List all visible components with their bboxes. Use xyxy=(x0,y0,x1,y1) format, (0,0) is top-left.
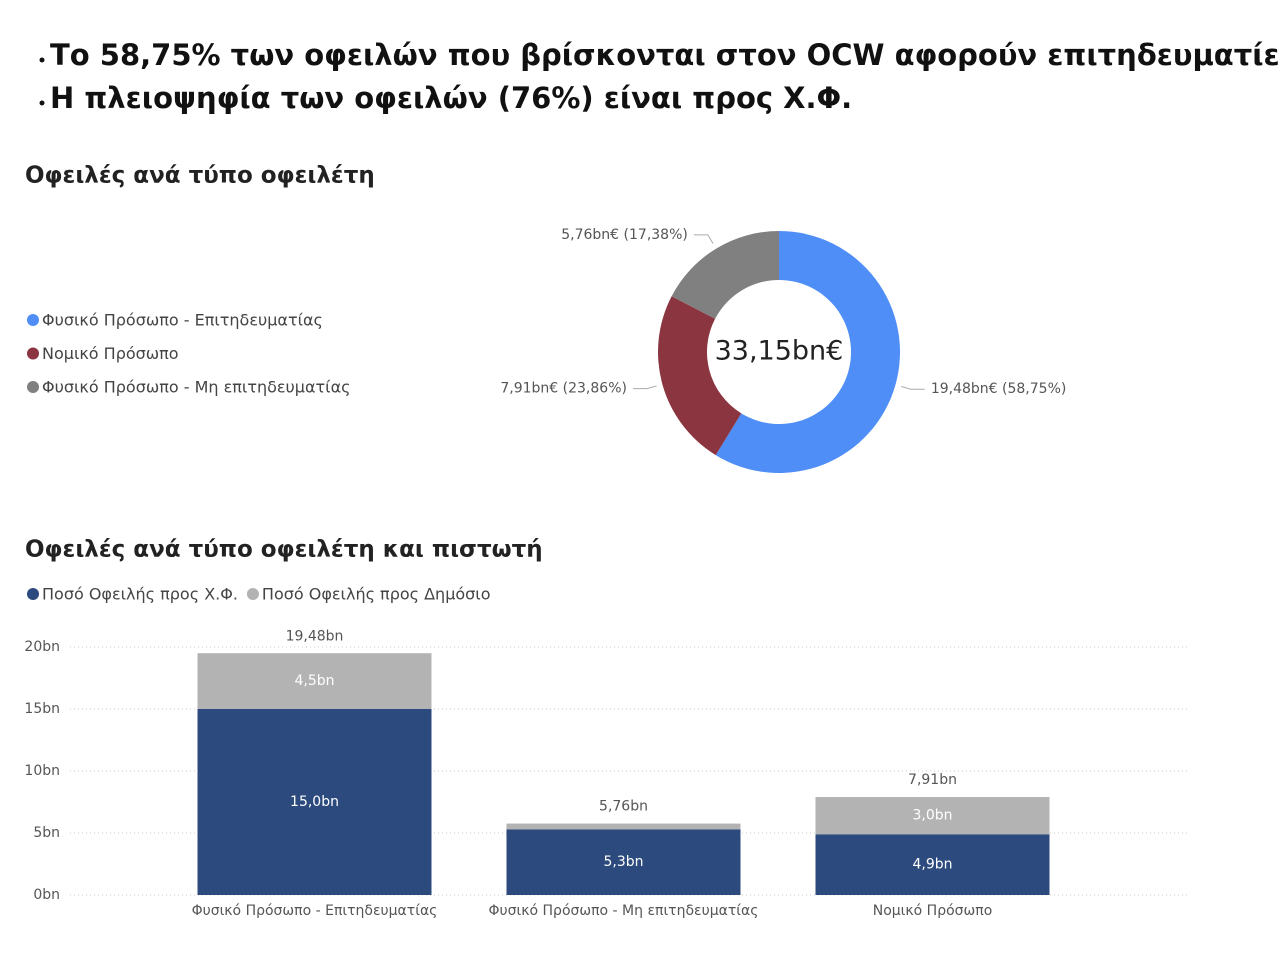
leader-line xyxy=(632,385,657,390)
y-tick-label: 0bn xyxy=(33,887,60,903)
chart-title: Οφειλές ανά τύπο οφειλέτη και πιστωτή xyxy=(25,537,543,563)
total-label: 19,48bn xyxy=(286,628,344,644)
legend-marker xyxy=(27,347,39,360)
chart-title: Οφειλές ανά τύπο οφειλέτη xyxy=(25,163,375,189)
y-tick-label: 15bn xyxy=(24,701,60,717)
bar-segment xyxy=(815,797,1050,835)
bar-segment xyxy=(815,834,1050,895)
donut-slice xyxy=(657,296,742,456)
bullet-dot xyxy=(39,100,45,106)
legend-marker xyxy=(27,381,39,393)
legend-label: Ποσό Οφειλής προς Δημόσιο xyxy=(262,585,491,604)
leader-line xyxy=(693,234,714,244)
donut-slice xyxy=(671,231,779,319)
data-label: 5,76bn€ (17,38%) xyxy=(561,227,688,243)
data-label: 4,9bn xyxy=(912,857,952,873)
bar-segment xyxy=(197,709,432,895)
y-tick-label: 5bn xyxy=(33,825,60,841)
bullet: Η πλειοψηφία των οφειλών (76%) είναι προ… xyxy=(50,81,852,115)
legend-label: Φυσικό Πρόσωπο - Μη επιτηδευματίας xyxy=(42,378,351,397)
data-label: 7,91bn€ (23,86%) xyxy=(500,381,627,397)
x-tick-label: Φυσικό Πρόσωπο - Μη επιτηδευματίας xyxy=(489,903,759,919)
y-tick-label: 10bn xyxy=(24,763,60,779)
legend-label: Ποσό Οφειλής προς Χ.Φ. xyxy=(42,585,238,604)
donut-slice xyxy=(715,231,900,473)
bar-segment xyxy=(197,653,432,709)
data-label: 3,0bn xyxy=(912,808,952,824)
leader-line xyxy=(901,386,925,390)
data-label: 4,5bn xyxy=(294,673,334,689)
bar-segment xyxy=(506,823,741,830)
legend-label: Νομικό Πρόσωπο xyxy=(42,344,179,363)
bar-segment xyxy=(506,829,741,895)
bullet: Το 58,75% των οφειλών που βρίσκονται στο… xyxy=(50,38,1280,72)
legend-marker xyxy=(246,588,259,600)
y-tick-label: 20bn xyxy=(24,639,60,655)
x-tick-label: Νομικό Πρόσωπο xyxy=(873,903,993,919)
legend-label: Φυσικό Πρόσωπο - Επιτηδευματίας xyxy=(42,311,323,330)
legend-marker xyxy=(27,588,39,600)
total-label: 5,76bn xyxy=(599,799,648,815)
total-label: 7,91bn xyxy=(908,772,957,788)
legend-marker xyxy=(27,314,39,326)
bullet-dot xyxy=(39,57,45,63)
center-label: 33,15bn€ xyxy=(715,336,844,367)
data-label: 5,3bn xyxy=(603,854,643,870)
data-label: 19,48bn€ (58,75%) xyxy=(931,381,1067,397)
x-tick-label: Φυσικό Πρόσωπο - Επιτηδευματίας xyxy=(192,903,438,919)
data-label: 15,0bn xyxy=(290,794,339,810)
